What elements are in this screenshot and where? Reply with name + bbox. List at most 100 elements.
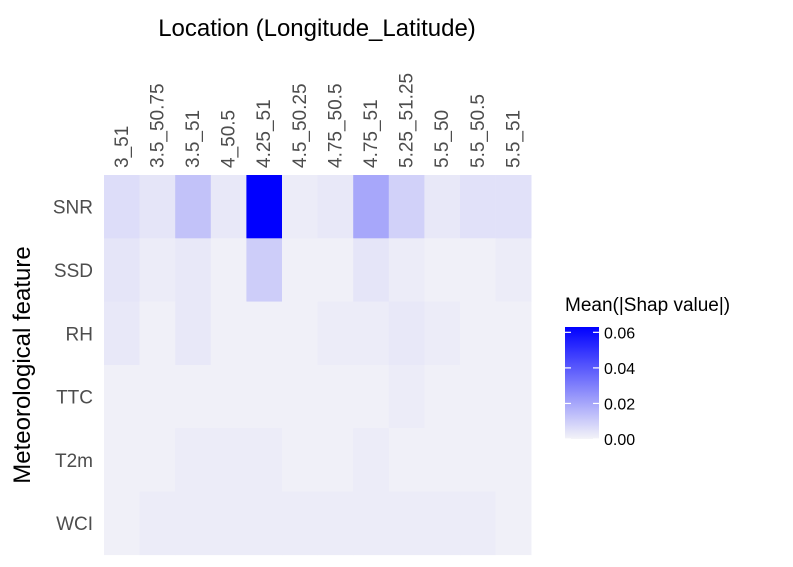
heatmap-cell [388,301,425,366]
y-tick-label: T2m [55,451,93,472]
heatmap-cell [139,491,176,556]
heatmap-cell [388,428,425,492]
x-tick-label: 4.5_50.25 [290,83,311,168]
legend-tick-label: 0.02 [604,396,635,413]
heatmap-cell [353,428,390,492]
heatmap-cell [104,238,140,302]
heatmap-cell [282,428,318,492]
heatmap-cell [210,428,247,492]
chart-title: Location (Longitude_Latitude) [158,15,476,42]
heatmap-cell [104,428,140,492]
heatmap-cell [424,491,461,556]
heatmap-cell [246,364,283,429]
heatmap-cell [282,301,318,366]
y-tick-label: WCI [56,514,93,535]
heatmap-cell [424,364,461,429]
heatmap-cell [424,301,461,366]
heatmap-cell [139,175,176,239]
heatmap-cell [317,238,354,302]
heatmap-cell [495,175,532,239]
heatmap-cell [388,238,425,302]
y-axis-title: Meteorological feature [9,246,36,483]
heatmap-cell [460,491,496,556]
heatmap-cell [246,175,283,239]
x-tick-label: 4.25_51 [254,99,275,168]
heatmap-cell [246,491,283,556]
legend-ticks: 0.00 0.02 0.04 0.06 [565,325,635,449]
x-tick-label: 5.5_51 [503,110,524,168]
x-tick-label: 4.75_51 [361,99,382,168]
y-tick-labels: SNR SSD RH TTC T2m WCI [53,198,93,536]
legend: Mean(|Shap value|) 0.00 0.02 0.04 0.06 [565,295,730,449]
heatmap-cell [317,175,354,239]
heatmap-cell [317,491,354,556]
heatmap-cell [353,364,390,429]
x-tick-label: 3_51 [112,126,133,168]
heatmap-cells [104,175,532,556]
heatmap-cell [460,364,496,429]
heatmap-cell [104,175,140,239]
heatmap-cell [388,175,425,239]
heatmap-cell [353,491,390,556]
heatmap-cell [282,175,318,239]
heatmap-cell [175,364,212,429]
heatmap-cell [210,301,247,366]
x-tick-label: 4.75_50.5 [325,83,346,168]
heatmap-cell [388,364,425,429]
heatmap-cell [424,175,461,239]
heatmap-cell [246,428,283,492]
x-tick-labels: 3_51 3.5_50.75 3.5_51 4_50.5 4.25_51 4.5_50.2… [112,73,525,168]
y-tick-label: SNR [53,198,93,219]
heatmap-cell [424,238,461,302]
x-tick-label: 5.25_51.25 [397,73,418,168]
heatmap-cell [175,175,212,239]
heatmap-cell [210,175,247,239]
heatmap-cell [139,238,176,302]
heatmap-cell [282,364,318,429]
y-tick-label: SSD [54,261,93,282]
heatmap-cell [460,238,496,302]
heatmap-cell [139,428,176,492]
heatmap-cell [210,364,247,429]
x-tick-label: 3.5_50.75 [147,83,168,168]
heatmap-cell [353,175,390,239]
heatmap-cell [282,238,318,302]
heatmap-cell [353,301,390,366]
x-tick-label: 4_50.5 [219,110,240,168]
heatmap-cell [139,364,176,429]
heatmap-cell [460,428,496,492]
heatmap-cell [175,238,212,302]
heatmap-cell [104,491,140,556]
heatmap-cell [388,491,425,556]
heatmap-cell [353,238,390,302]
heatmap-cell [317,301,354,366]
legend-tick-label: 0.00 [604,432,635,449]
heatmap-cell [424,428,461,492]
heatmap-cell [175,301,212,366]
heatmap-cell [317,364,354,429]
heatmap-cell [246,301,283,366]
heatmap-cell [175,491,212,556]
heatmap-cell [175,428,212,492]
heatmap-cell [104,364,140,429]
x-tick-label: 5.5_50.5 [468,94,489,168]
x-tick-label: 3.5_51 [183,110,204,168]
heatmap-cell [495,301,532,366]
y-tick-label: RH [66,324,93,345]
heatmap-cell [460,175,496,239]
heatmap-cell [246,238,283,302]
heatmap-cell [495,428,532,492]
y-tick-label: TTC [56,388,93,409]
heatmap-cell [104,301,140,366]
legend-title: Mean(|Shap value|) [565,295,730,316]
heatmap-cell [495,238,532,302]
x-tick-label: 5.5_50 [432,110,453,168]
heatmap-cell [460,301,496,366]
heatmap-cell [317,428,354,492]
heatmap-cell [495,491,532,556]
heatmap-cell [139,301,176,366]
heatmap-cell [210,238,247,302]
heatmap-cell [210,491,247,556]
heatmap-cell [282,491,318,556]
